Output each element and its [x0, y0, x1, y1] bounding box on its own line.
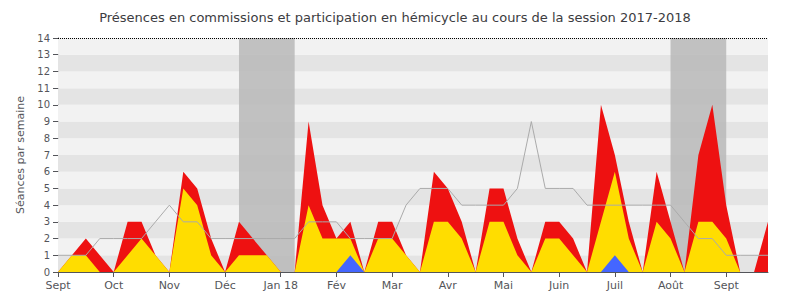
- svg-text:2: 2: [44, 233, 50, 244]
- svg-text:Mai: Mai: [494, 279, 513, 292]
- svg-text:Avr: Avr: [439, 279, 457, 292]
- svg-text:Oct: Oct: [104, 279, 124, 292]
- svg-text:Mar: Mar: [382, 279, 403, 292]
- svg-text:14: 14: [37, 33, 50, 44]
- svg-text:0: 0: [44, 267, 50, 278]
- svg-text:Nov: Nov: [159, 279, 181, 292]
- svg-text:4: 4: [44, 200, 50, 211]
- svg-text:Sept: Sept: [45, 279, 71, 292]
- svg-text:5: 5: [44, 183, 50, 194]
- svg-text:Jan 18: Jan 18: [263, 279, 298, 292]
- svg-text:Déc: Déc: [214, 279, 235, 292]
- svg-text:Séances par semaine: Séances par semaine: [14, 96, 27, 214]
- svg-text:13: 13: [37, 49, 50, 60]
- svg-text:12: 12: [37, 66, 50, 77]
- svg-text:6: 6: [44, 166, 50, 177]
- svg-text:7: 7: [44, 150, 50, 161]
- svg-text:Juin: Juin: [548, 279, 569, 292]
- svg-text:3: 3: [44, 216, 50, 227]
- svg-text:9: 9: [44, 116, 50, 127]
- svg-text:Sept: Sept: [714, 279, 740, 292]
- svg-text:Juil: Juil: [606, 279, 623, 292]
- svg-text:10: 10: [37, 99, 50, 110]
- svg-text:Présences en commissions et pa: Présences en commissions et participatio…: [99, 10, 691, 25]
- svg-text:1: 1: [44, 250, 50, 261]
- svg-text:11: 11: [37, 83, 50, 94]
- svg-text:Août: Août: [658, 279, 684, 292]
- svg-text:Fév: Fév: [327, 279, 346, 292]
- svg-text:8: 8: [44, 133, 50, 144]
